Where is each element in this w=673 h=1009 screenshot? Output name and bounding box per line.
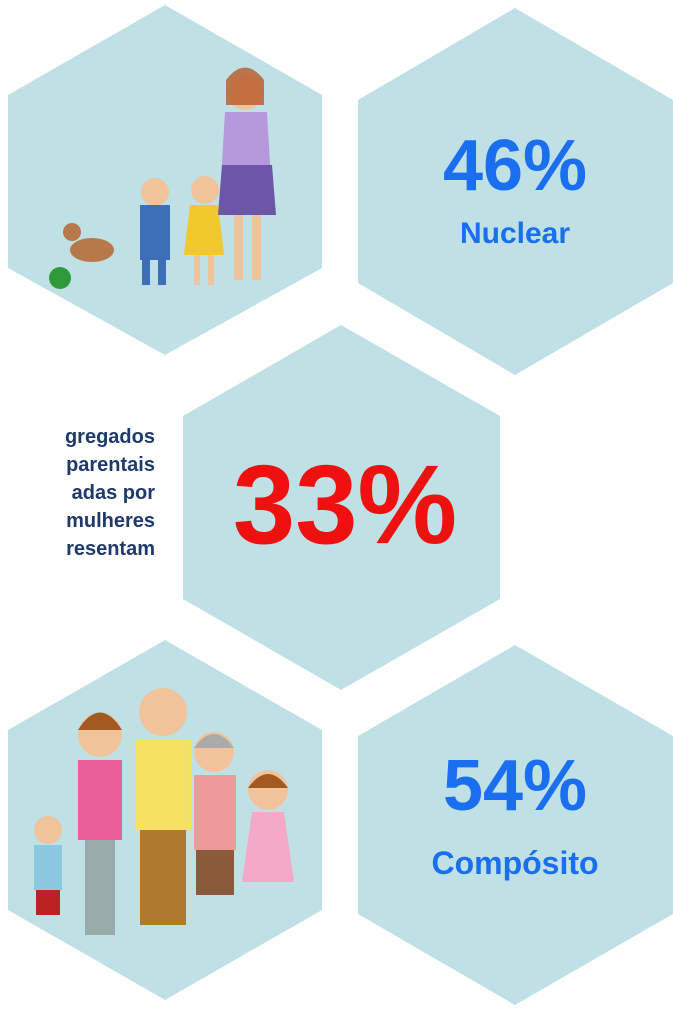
description-line: resentam — [66, 538, 155, 560]
single-parent-description: gregados parentais adas por mulheres res… — [65, 426, 155, 560]
hexagon — [8, 5, 322, 355]
description-line: gregados — [65, 426, 155, 448]
nuclear-percent: 46% — [443, 126, 587, 206]
composite-percent: 54% — [443, 746, 587, 826]
nuclear-label: Nuclear — [460, 217, 570, 250]
description-line: parentais — [66, 454, 155, 476]
description-line: adas por — [72, 482, 156, 504]
single-parent-percent: 33% — [233, 442, 457, 567]
composite-label: Compósito — [431, 845, 598, 881]
description-line: mulheres — [66, 510, 155, 532]
infographic: 46% Nuclear 33% gregados parentais adas … — [0, 0, 673, 1009]
